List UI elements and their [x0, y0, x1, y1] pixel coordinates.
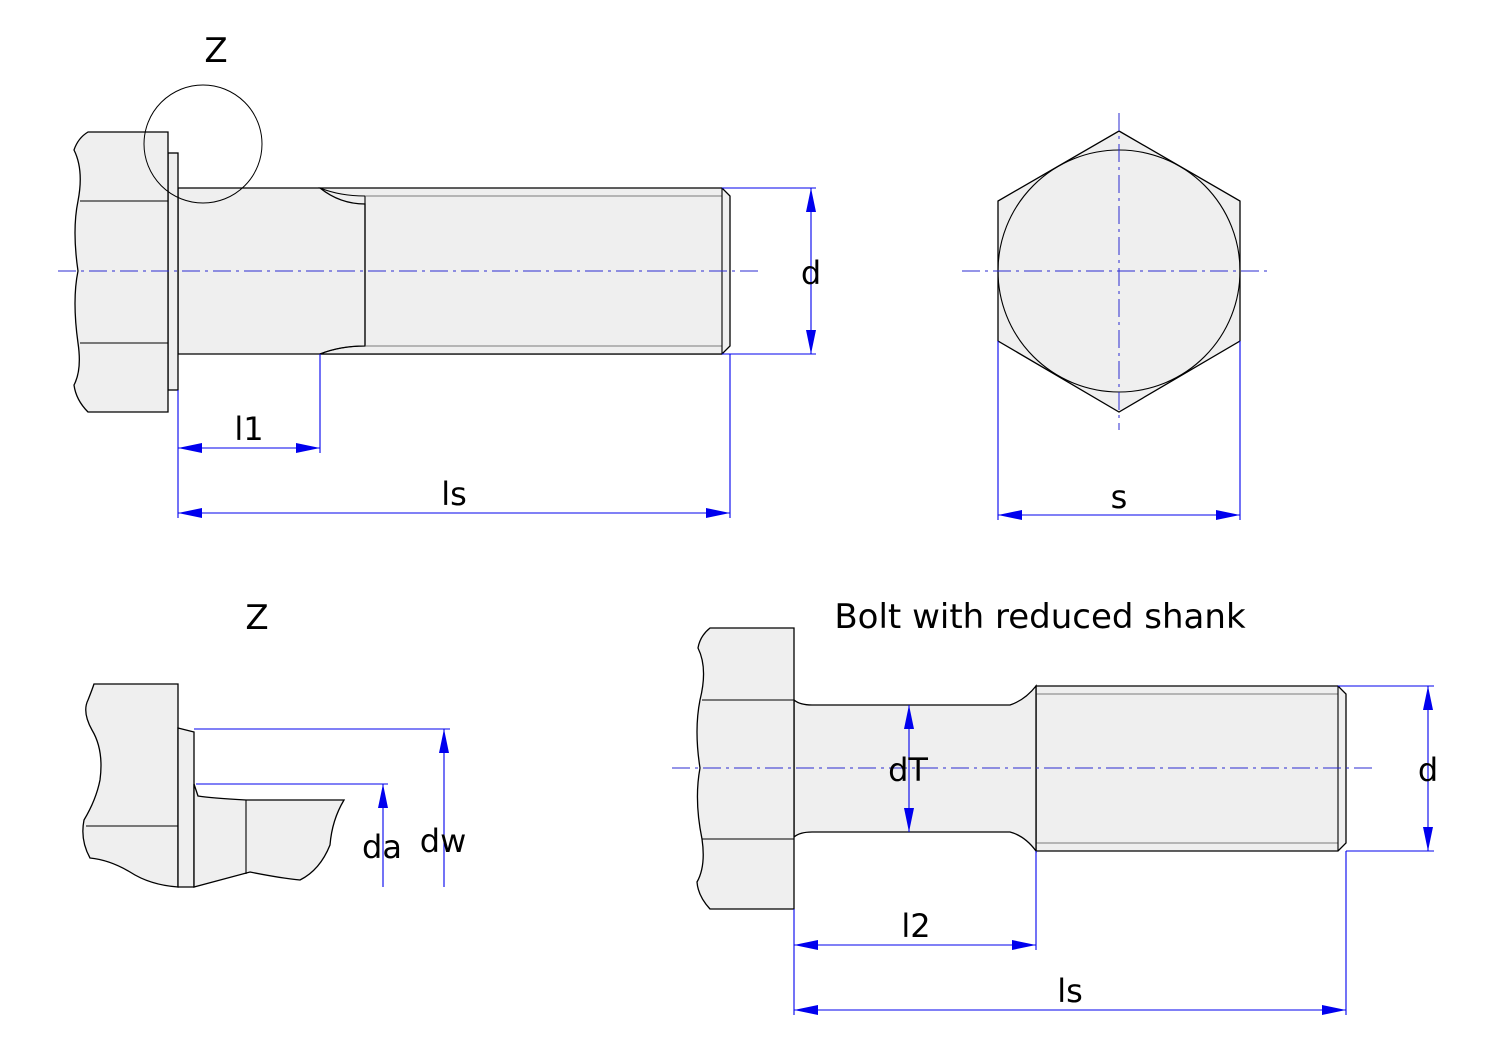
end-view: s	[962, 113, 1270, 520]
detail-z-view: Z dw da	[82, 598, 466, 888]
dim-s-label: s	[1111, 478, 1128, 516]
dim-d-arrow-bottom	[806, 330, 816, 354]
dim-d2-arrow-top	[1423, 686, 1433, 710]
dim-dT-arrow-top	[904, 705, 914, 729]
dim-dw-label: dw	[420, 822, 466, 860]
dim-ls2-label: ls	[1057, 972, 1083, 1010]
dim-da-arrow	[378, 784, 388, 808]
dim-ls-arrow-left	[178, 508, 202, 518]
dim-l2-arrow-left	[794, 940, 818, 950]
side-hex-head	[73, 131, 169, 413]
dim-ls2-arrow-right	[1322, 1005, 1346, 1015]
dim-ls2-arrow-left	[794, 1005, 818, 1015]
dim-da-label: da	[362, 828, 402, 866]
detail-shank	[193, 783, 346, 888]
side-shank-top-edge	[178, 187, 366, 197]
dim-d2-label: d	[1418, 751, 1438, 789]
detail-circle-z	[143, 84, 263, 204]
dim-dT-label: dT	[888, 751, 928, 789]
reduced-title: Bolt with reduced shank	[834, 597, 1246, 637]
detail-title: Z	[245, 598, 268, 638]
detail-washer-face	[177, 727, 195, 888]
dim-l1-arrow-right	[296, 443, 320, 453]
dim-ls-arrow-right	[706, 508, 730, 518]
dim-s-arrow-right	[1216, 510, 1240, 520]
dim-d2-arrow-bottom	[1423, 827, 1433, 851]
dim-l2-label: l2	[901, 907, 930, 945]
side-view: Z d l1 ls	[58, 31, 821, 518]
dim-d-arrow-top	[806, 188, 816, 212]
dim-ls-label: ls	[441, 475, 467, 513]
dim-dw-arrow	[439, 729, 449, 753]
dim-dT-arrow-bottom	[904, 808, 914, 832]
dim-l1-label: l1	[234, 410, 263, 448]
reduced-shank-view: Bolt with reduced shank dT d l2	[672, 597, 1438, 1015]
dim-s-arrow-left	[998, 510, 1022, 520]
detail-head	[82, 683, 179, 888]
dim-d-label: d	[801, 254, 821, 292]
dim-l2-arrow-right	[1012, 940, 1036, 950]
detail-marker-label: Z	[204, 31, 227, 71]
dim-l1-arrow-left	[178, 443, 202, 453]
side-shank-bottom-edge	[178, 345, 366, 355]
